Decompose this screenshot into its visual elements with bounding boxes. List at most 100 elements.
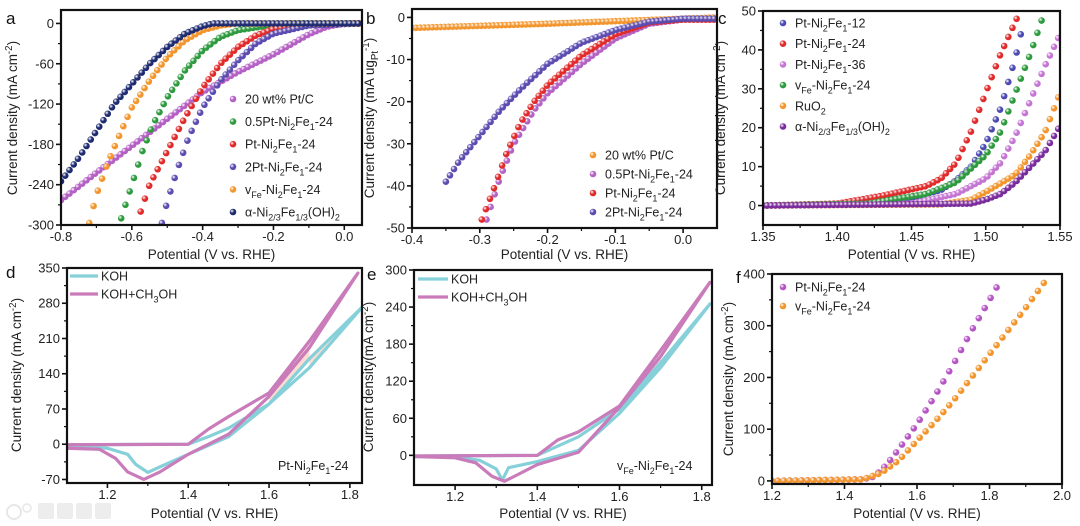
data-point	[928, 421, 935, 429]
data-point	[916, 416, 924, 424]
data-point	[1025, 53, 1033, 61]
data-point	[539, 87, 547, 95]
legend-label: Pt-Ni2Fe1-24	[795, 37, 866, 54]
legend-label: vFe-Ni2Fe1-24	[245, 183, 320, 200]
y-axis-label: Current density (mA cm-2)	[720, 302, 736, 456]
legend: KOH KOH+CH3OH	[70, 270, 177, 305]
data-point	[483, 123, 490, 131]
legend-item: 0.5Pt-Ni2Fe1-24	[589, 168, 693, 185]
data-point	[992, 62, 1000, 70]
legend-item: RuO2	[779, 99, 826, 116]
data-point	[1017, 75, 1025, 83]
data-point	[458, 153, 466, 161]
axes-frame	[410, 7, 719, 230]
data-point	[1010, 319, 1018, 326]
data-point	[967, 165, 975, 172]
legend-label: vFe-Ni2Fe1-24	[795, 300, 870, 317]
data-point	[124, 113, 131, 121]
data-point	[167, 141, 174, 149]
data-point	[1016, 311, 1024, 319]
data-point	[1038, 151, 1045, 159]
data-point	[963, 335, 971, 343]
legend-label: KOH	[101, 270, 128, 284]
y-tick-label: 400	[743, 267, 765, 282]
data-point	[928, 397, 935, 405]
data-point	[971, 117, 979, 125]
data-point	[478, 216, 486, 223]
data-point	[984, 148, 991, 156]
data-point	[194, 52, 201, 60]
data-point	[988, 73, 995, 81]
data-point	[833, 476, 841, 484]
data-point	[503, 99, 511, 107]
legend-marker	[589, 170, 597, 178]
data-point	[886, 463, 894, 470]
legend-marker	[229, 186, 237, 193]
x-tick-label: 1.8	[980, 488, 998, 503]
data-point	[869, 472, 876, 480]
y-tick-label: 0	[758, 473, 765, 488]
data-point	[87, 136, 95, 143]
data-point	[511, 132, 518, 140]
data-point	[355, 20, 362, 27]
data-point	[129, 78, 137, 86]
data-point	[1034, 155, 1041, 163]
legend-item: 2Pt-Ni2Fe1-24	[229, 160, 322, 177]
y-tick-label: -20	[386, 94, 405, 109]
data-point	[184, 109, 191, 117]
data-point	[992, 164, 1000, 172]
data-point	[1009, 24, 1016, 32]
x-tick-label: 1.6	[610, 489, 628, 504]
data-point	[1000, 92, 1008, 100]
data-point	[507, 147, 515, 154]
data-point	[959, 172, 966, 180]
data-point	[984, 173, 991, 180]
y-tick-label: 0	[398, 10, 405, 25]
legend-marker	[229, 163, 237, 171]
y-tick-label: 300	[743, 318, 765, 333]
data-point	[963, 169, 971, 176]
series-line	[414, 280, 712, 483]
data-point	[1021, 158, 1029, 166]
y-tick-label: 240	[385, 300, 407, 315]
x-tick-label: 1.6	[908, 488, 926, 503]
data-point	[100, 116, 107, 124]
chart-panel-e: 1.2 1.4 1.6 1.8 0 60 120 180 240 300 Potential (V …	[360, 263, 714, 521]
panel-letter: e	[367, 265, 376, 284]
data-point	[175, 125, 183, 133]
legend-item: Pt-Ni2Fe1-24	[779, 281, 866, 298]
data-point	[1005, 326, 1012, 334]
y-tick-label: 40	[742, 42, 756, 57]
x-tick-label: 1.4	[528, 489, 546, 504]
data-point	[875, 470, 882, 478]
data-point	[218, 76, 225, 83]
y-tick-label: -180	[28, 137, 54, 152]
y-tick-label: 60	[393, 411, 407, 426]
data-point	[91, 129, 99, 137]
x-axis-label: Potential (V vs. RHE)	[148, 247, 276, 262]
data-point	[1022, 303, 1030, 311]
data-point	[213, 82, 221, 89]
data-point	[780, 477, 788, 484]
data-point	[483, 216, 490, 223]
data-point	[1025, 153, 1033, 160]
chart-panel-d: 1.2 1.4 1.6 1.8 -70 0 70 140 210 280 350 Potential …	[6, 261, 364, 521]
data-point	[139, 147, 146, 155]
data-point	[992, 135, 1000, 143]
legend-item: vFe-Ni2Fe1-24	[779, 79, 870, 96]
legend-marker	[589, 151, 597, 159]
data-point	[904, 433, 912, 440]
data-point	[839, 476, 847, 483]
data-point	[126, 188, 133, 195]
data-point	[1021, 109, 1029, 117]
data-point	[146, 59, 154, 67]
data-point	[1038, 133, 1045, 141]
y-tick-label: 200	[743, 370, 765, 385]
data-point	[164, 92, 172, 100]
y-tick-label: 70	[46, 401, 60, 416]
data-point	[185, 62, 193, 69]
data-point	[179, 149, 187, 157]
data-point	[987, 294, 994, 302]
data-point	[511, 138, 519, 145]
axes-frame	[412, 268, 714, 487]
